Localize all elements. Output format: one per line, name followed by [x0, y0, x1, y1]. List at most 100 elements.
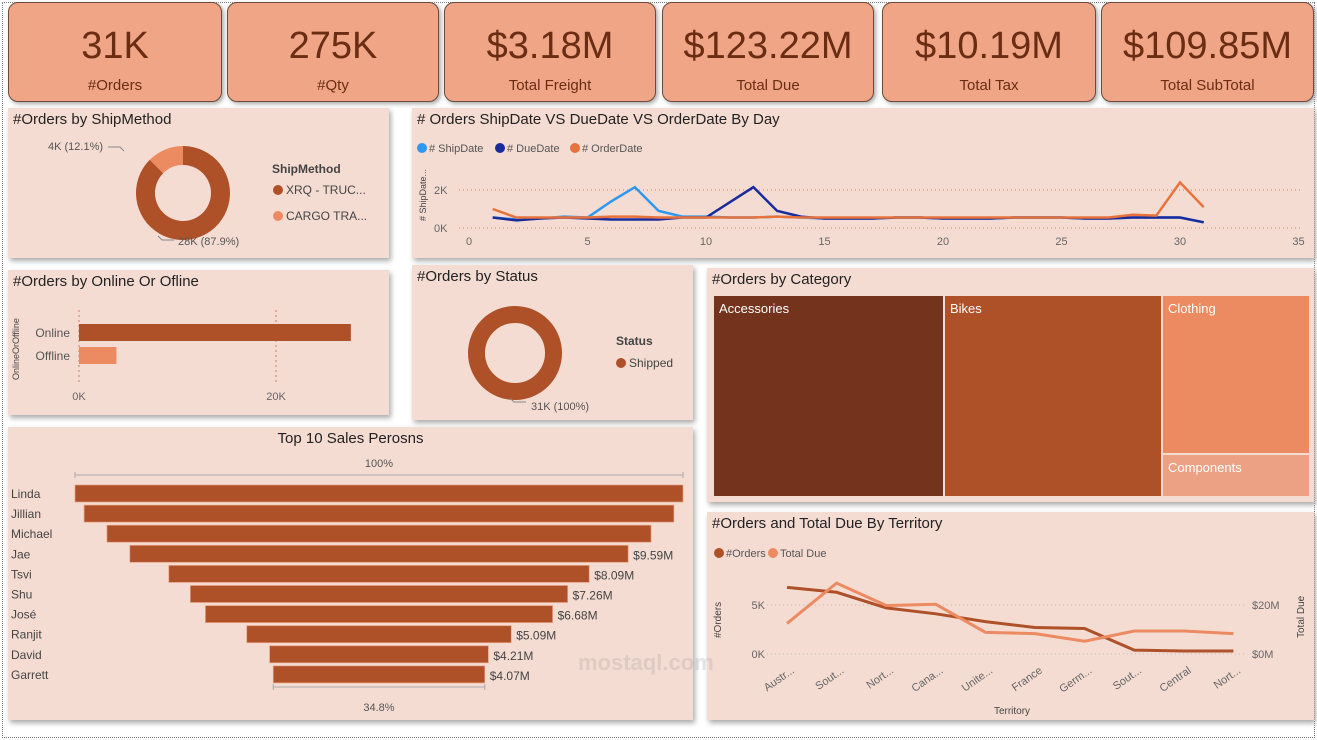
x-tick: Central [1158, 665, 1194, 695]
value-label: $5.09M [516, 629, 556, 643]
person-label: José [11, 608, 37, 622]
legend-item: XRQ - TRUC... [286, 183, 366, 197]
x-tick: 20K [266, 391, 286, 403]
value-label: $8.09M [594, 568, 634, 582]
shipmethod-title: #Orders by ShipMethod [13, 111, 172, 128]
salespersons-title: Top 10 Sales Perosns [277, 430, 424, 447]
legend-item: CARGO TRA... [286, 209, 367, 223]
donut-slice [468, 306, 562, 400]
day-line-chart: # ShipDate # DueDate # OrderDate 0K 2K 0 5 10 15… [417, 143, 1305, 248]
legend-title: ShipMethod [272, 162, 341, 176]
kpi-value: 275K [288, 25, 378, 67]
kpi-value: 31K [81, 25, 149, 67]
donut-slice [135, 146, 230, 240]
territory-title: #Orders and Total Due By Territory [712, 515, 943, 532]
funnel-bar [190, 585, 568, 603]
category-label: Online [35, 326, 70, 340]
kpi-label: Total SubTotal [1160, 77, 1255, 94]
category-label: Offline [36, 349, 71, 363]
funnel-bar [246, 625, 512, 644]
y-axis-label: # ShipDate... [418, 169, 428, 221]
x-tick: Austr... [762, 665, 797, 694]
kpi-card-3[interactable]: $123.22M Total Due [662, 2, 874, 102]
treemap-components[interactable]: Components [1162, 454, 1310, 497]
funnel-bar [205, 605, 553, 623]
person-label: Jae [11, 547, 31, 561]
person-label: David [11, 648, 42, 662]
y-axis-label: OnlineOrOffline [11, 318, 21, 380]
y-axis-label: #Orders [713, 602, 724, 638]
online-bar-chart: 0K 20K Online Offline OnlineOrOffline [11, 310, 351, 403]
donut-slice [149, 146, 183, 174]
kpi-label: Total Freight [508, 77, 592, 94]
legend-item: Total Due [780, 548, 826, 560]
funnel-bar [74, 484, 684, 503]
category-panel[interactable]: #Orders by Category Accessories Bikes Cl… [707, 268, 1314, 502]
x-tick: Unite... [960, 665, 995, 695]
x-tick: Sout... [813, 665, 846, 693]
legend-dot [273, 185, 283, 195]
series-line-orders [786, 585, 1234, 653]
person-label: Linda [11, 487, 41, 501]
person-label: Shu [11, 588, 32, 602]
kpi-label: Total Tax [959, 77, 1019, 94]
funnel-bar [272, 665, 486, 684]
kpi-card-5[interactable]: $109.85M Total SubTotal [1101, 2, 1314, 102]
person-label: Jillian [11, 507, 41, 521]
x-tick: 10 [700, 236, 712, 248]
funnel-bar [106, 524, 652, 543]
kpi-value: $109.85M [1122, 25, 1292, 67]
salespersons-panel[interactable]: Top 10 Sales Perosns 100% Linda Jillian Mic… [8, 427, 693, 720]
x-tick: 15 [818, 236, 830, 248]
legend-dot [570, 143, 580, 153]
treemap-clothing[interactable]: Clothing [1162, 295, 1310, 454]
shipmethod-donut-chart: 4K (12.1%) 28K (87.9%) ShipMethod XRQ - TRU… [48, 141, 367, 248]
category-title: #Orders by Category [712, 271, 852, 288]
kpi-card-2[interactable]: $3.18M Total Freight [444, 2, 656, 102]
x-axis-label: Territory [994, 706, 1030, 717]
funnel-bar [269, 645, 489, 664]
x-tick: 0K [72, 391, 86, 403]
day-line-panel[interactable]: # Orders ShipDate VS DueDate VS OrderDat… [412, 108, 1314, 258]
legend-title: Status [616, 334, 653, 348]
salespersons-funnel-chart: 100% Linda Jillian Michael Jae $9.59M Tsvi $8.0… [11, 458, 684, 714]
legend-dot [273, 211, 283, 221]
funnel-bar [83, 504, 675, 523]
territory-panel[interactable]: #Orders and Total Due By Territory #Orde… [707, 512, 1314, 720]
treemap-bikes[interactable]: Bikes [944, 295, 1162, 497]
online-panel[interactable]: #Orders by Online Or Ofline 0K 20K Online O… [8, 270, 389, 415]
legend-dot [768, 548, 778, 558]
kpi-label: Total Due [736, 77, 800, 94]
legend-item: #Orders [726, 548, 766, 560]
status-title: #Orders by Status [417, 268, 538, 285]
x-tick: 35 [1292, 236, 1304, 248]
x-tick: Germ... [1057, 665, 1094, 696]
y-tick: 0K [434, 223, 448, 235]
x-tick: 0 [466, 236, 472, 248]
kpi-card-4[interactable]: $10.19M Total Tax [882, 2, 1096, 102]
status-panel[interactable]: #Orders by Status 31K (100%) Status Shippe… [412, 265, 693, 420]
data-label: 31K (100%) [531, 401, 589, 413]
kpi-card-0[interactable]: 31K #Orders [8, 2, 222, 102]
funnel-bar [168, 565, 590, 583]
kpi-value: $10.19M [915, 25, 1063, 67]
watermark: mostaql.com [578, 650, 714, 675]
top-bracket [74, 472, 684, 478]
status-donut-chart: 31K (100%) Status Shipped [468, 306, 673, 413]
person-label: Ranjit [11, 628, 42, 642]
shipmethod-panel[interactable]: #Orders by ShipMethod 4K (12.1%) 28K (87.… [8, 108, 389, 258]
y-tick: 5K [752, 600, 766, 612]
day-line-title: # Orders ShipDate VS DueDate VS OrderDat… [417, 111, 780, 128]
leader-line [509, 397, 526, 403]
x-tick: Nort... [1212, 665, 1243, 692]
person-label: Garrett [11, 668, 49, 682]
funnel-bar [129, 544, 629, 563]
territory-line-chart: #Orders Total Due 0K $0M 5K $20M Austr... Sout.… [713, 548, 1307, 717]
treemap-accessories[interactable]: Accessories [713, 295, 944, 497]
data-label: 28K (87.9%) [178, 236, 239, 248]
leader-line [108, 146, 125, 152]
kpi-card-1[interactable]: 275K #Qty [227, 2, 439, 102]
x-tick: France [1010, 665, 1045, 694]
y2-tick: $20M [1252, 600, 1280, 612]
x-tick: Cana... [910, 665, 946, 695]
